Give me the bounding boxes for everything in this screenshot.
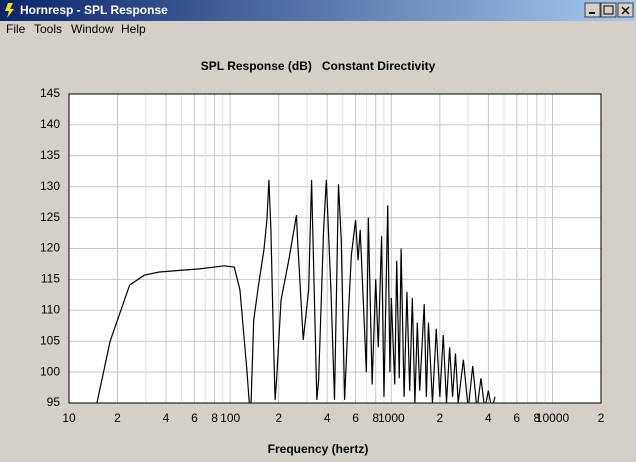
x-tick-label: 4 xyxy=(163,411,170,425)
maximize-button[interactable] xyxy=(600,2,617,18)
menu-item[interactable]: Help xyxy=(121,22,146,36)
menu-item[interactable]: Window xyxy=(71,22,114,36)
x-tick-label: 8 xyxy=(211,411,218,425)
x-tick-label: 2 xyxy=(436,411,443,425)
menu-bar: File Tools Window Help xyxy=(6,22,146,36)
minimize-button[interactable] xyxy=(584,2,601,18)
x-tick-label: 4 xyxy=(324,411,331,425)
close-glyph xyxy=(621,6,630,15)
title-bar xyxy=(0,0,636,21)
x-tick-label: 6 xyxy=(191,411,198,425)
y-tick-label: 135 xyxy=(40,148,60,162)
y-tick-label: 130 xyxy=(40,179,60,193)
x-axis-title: Frequency (hertz) xyxy=(268,442,369,456)
x-tick-label: 6 xyxy=(352,411,359,425)
x-tick-label: 10000 xyxy=(536,411,570,425)
y-tick-label: 100 xyxy=(40,364,60,378)
window-controls[interactable] xyxy=(584,2,634,18)
y-tick-label: 105 xyxy=(40,333,60,347)
menu-item[interactable]: File xyxy=(6,22,26,36)
y-tick-label: 95 xyxy=(47,395,61,409)
x-tick-label: 8 xyxy=(534,411,541,425)
chart-title: SPL Response (dB) Constant Directivity xyxy=(201,59,436,73)
x-tick-label: 4 xyxy=(485,411,492,425)
y-tick-label: 140 xyxy=(40,117,60,131)
x-tick-label: 2 xyxy=(275,411,282,425)
plot xyxy=(96,179,496,403)
x-tick-label: 10 xyxy=(62,411,76,425)
x-tick-label: 100 xyxy=(220,411,240,425)
y-tick-label: 110 xyxy=(41,302,60,316)
maximize-glyph xyxy=(603,5,614,15)
y-tick-label: 120 xyxy=(40,241,60,255)
y-tick-label: 125 xyxy=(40,210,60,224)
x-tick-label: 2 xyxy=(114,411,121,425)
x-tick-label: 2 xyxy=(598,411,605,425)
y-tick-label: 115 xyxy=(41,272,60,286)
x-tick-label: 1000 xyxy=(378,411,405,425)
menu-item[interactable]: Tools xyxy=(34,22,62,36)
app-icon xyxy=(5,3,14,18)
window-title: Hornresp - SPL Response xyxy=(20,3,168,17)
x-tick-label: 8 xyxy=(372,411,379,425)
y-tick-label: 145 xyxy=(40,86,60,100)
spl-curve xyxy=(96,179,496,403)
x-tick-label: 6 xyxy=(513,411,520,425)
plot-border xyxy=(68,93,602,404)
